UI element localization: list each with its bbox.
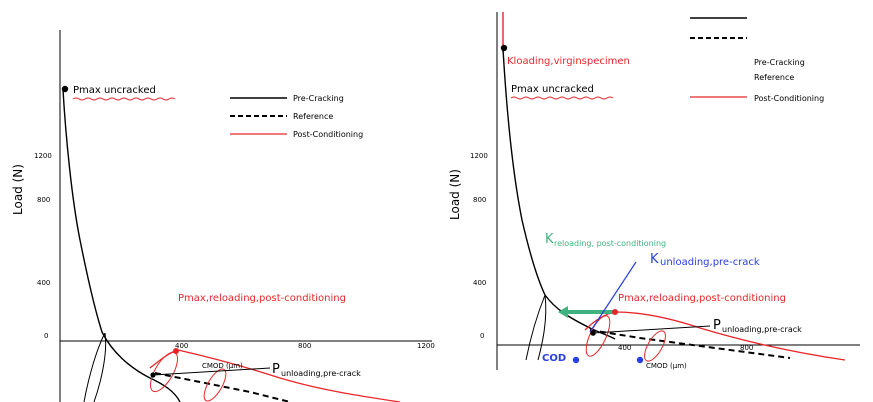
left-ytick-2: 800 (37, 196, 50, 204)
left-y-label: Load (N) (11, 164, 25, 215)
right-y-label: Load (N) (448, 169, 462, 220)
left-ytick-3: 400 (37, 279, 50, 287)
right-cod-point-1 (572, 356, 580, 364)
right-series-reference (589, 329, 791, 359)
left-legend: Pre-Cracking Reference Post-Conditioning (230, 94, 363, 139)
left-pmax-reloading-point (173, 348, 179, 354)
right-ytick-2: 800 (473, 196, 486, 204)
right-ytick-3: 400 (473, 279, 486, 287)
left-xtick-3: 1200 (417, 342, 435, 350)
right-legend-pre: Pre-Cracking (754, 58, 805, 67)
left-legend-ref: Reference (293, 112, 333, 121)
left-xtick-2: 800 (298, 342, 311, 350)
right-loading-virgin-label: Kloading,virginspecimen (507, 56, 630, 67)
right-k-reloading-sub: reloading, post-conditioning (554, 239, 666, 248)
left-p-unloading-label: P (272, 362, 280, 377)
left-chart: 1200 800 400 0 400 800 1200 Load (N) Pma… (11, 30, 435, 402)
right-k-reloading-arrowhead (558, 306, 568, 318)
right-pmax-reloading-label: Pmax,reloading,post-conditioning (618, 293, 786, 304)
right-legend-ref: Reference (754, 73, 794, 82)
right-unloading-loop (525, 294, 547, 361)
right-xtick-2: 800 (740, 344, 753, 352)
left-cmod-label: CMOD (µm) (202, 362, 243, 370)
left-xtick-1: 400 (175, 342, 188, 350)
left-legend-pre: Pre-Cracking (293, 94, 344, 103)
right-pmax-uncracked-point (500, 44, 508, 52)
right-ytick-4: 0 (480, 332, 484, 340)
left-pmax-uncracked-label: Pmax uncracked (73, 85, 156, 96)
left-ytick-1: 1200 (34, 152, 52, 160)
right-pmax-uncracked-label: Pmax uncracked (511, 84, 594, 95)
right-k-unloading-leader (589, 261, 637, 333)
right-cod-point-2 (636, 356, 644, 364)
left-p-unloading-sub: unloading,pre-crack (281, 369, 361, 378)
left-series-reference (154, 372, 291, 402)
left-legend-post: Post-Conditioning (293, 130, 363, 139)
left-p-unloading-leader (152, 367, 271, 376)
right-p-unloading-label: P (713, 318, 721, 333)
left-ytick-4: 0 (44, 332, 48, 340)
right-pmax-uncracked-underline (510, 96, 614, 100)
left-reload-loop-1 (150, 351, 178, 393)
right-reload-loop-2 (644, 330, 666, 362)
left-pmax-reloading-label: Pmax,reloading,post-conditioning (178, 293, 346, 304)
right-pmax-reloading-point (612, 309, 618, 315)
right-legend: Pre-Cracking Reference Post-Conditioning (690, 17, 824, 103)
left-unloading-loop (83, 332, 107, 402)
right-k-unloading-sub: unloading,pre-crack (660, 257, 760, 268)
right-xtick-1: 400 (618, 344, 631, 352)
right-legend-post: Post-Conditioning (754, 94, 824, 103)
left-pmax-uncracked-point (61, 85, 69, 93)
right-ytick-1: 1200 (470, 152, 488, 160)
left-series-pre-cracking (62, 89, 181, 402)
left-pmax-uncracked-underline (72, 97, 176, 101)
right-chart: 1200 800 400 0 400 800 Load (N) Kloading… (448, 12, 860, 370)
right-cod-label: COD (542, 353, 566, 364)
right-cmod-label: CMOD (µm) (646, 362, 687, 370)
right-k-unloading-label: K (650, 252, 659, 267)
left-reload-loop-2 (203, 368, 227, 402)
right-p-unloading-leader (592, 325, 711, 334)
right-k-reloading-label: K (545, 232, 554, 247)
right-p-unloading-sub: unloading,pre-crack (722, 325, 802, 334)
